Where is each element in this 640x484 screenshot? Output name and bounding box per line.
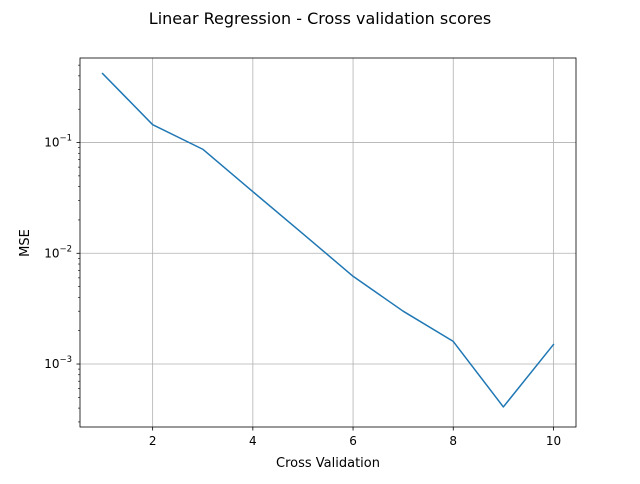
x-axis-label: Cross Validation bbox=[276, 456, 380, 471]
y-tick-label: 10−2 bbox=[44, 244, 72, 260]
x-tick-label: 8 bbox=[449, 434, 457, 448]
line-layer bbox=[102, 73, 553, 407]
y-axis-label: MSE bbox=[18, 229, 33, 257]
tick-layer: 2 4 6 8 10 10−3 10−2 10−1 bbox=[44, 65, 561, 448]
x-tick-label: 10 bbox=[546, 434, 561, 448]
y-tick-label: 10−3 bbox=[44, 355, 72, 371]
y-tick-label: 10−1 bbox=[44, 134, 72, 150]
grid-layer bbox=[80, 58, 576, 427]
plot-frame bbox=[80, 58, 576, 427]
x-tick-label: 2 bbox=[149, 434, 157, 448]
x-tick-label: 6 bbox=[349, 434, 357, 448]
chart-title: Linear Regression - Cross validation sco… bbox=[149, 9, 491, 28]
x-tick-label: 4 bbox=[249, 434, 257, 448]
mse-series-line bbox=[103, 74, 554, 407]
